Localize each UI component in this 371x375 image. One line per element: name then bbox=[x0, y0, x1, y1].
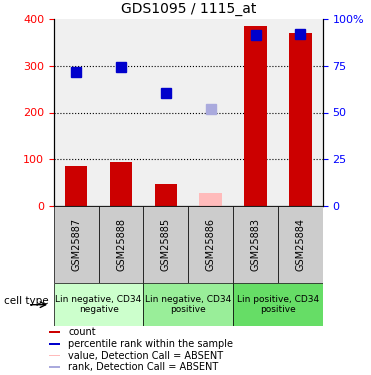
Bar bbox=[49, 343, 60, 345]
Bar bbox=[233, 283, 323, 326]
Bar bbox=[200, 193, 222, 206]
Bar bbox=[110, 162, 132, 206]
Text: rank, Detection Call = ABSENT: rank, Detection Call = ABSENT bbox=[69, 362, 219, 372]
Bar bbox=[65, 166, 88, 206]
Text: GSM25887: GSM25887 bbox=[71, 218, 81, 271]
Bar bbox=[289, 33, 312, 206]
Text: cell type: cell type bbox=[4, 296, 48, 306]
Bar bbox=[155, 184, 177, 206]
Bar bbox=[233, 206, 278, 283]
Text: Lin negative, CD34
positive: Lin negative, CD34 positive bbox=[145, 295, 232, 314]
Bar bbox=[244, 26, 267, 206]
Text: GSM25884: GSM25884 bbox=[295, 218, 305, 271]
Bar bbox=[54, 283, 144, 326]
Text: value, Detection Call = ABSENT: value, Detection Call = ABSENT bbox=[69, 351, 224, 360]
Text: GSM25883: GSM25883 bbox=[250, 218, 260, 271]
Text: GSM25888: GSM25888 bbox=[116, 218, 126, 271]
Bar bbox=[99, 206, 144, 283]
Bar bbox=[144, 283, 233, 326]
Bar bbox=[49, 331, 60, 333]
Bar bbox=[144, 206, 188, 283]
Bar bbox=[49, 366, 60, 368]
Text: Lin negative, CD34
negative: Lin negative, CD34 negative bbox=[56, 295, 142, 314]
Bar bbox=[188, 206, 233, 283]
Title: GDS1095 / 1115_at: GDS1095 / 1115_at bbox=[121, 2, 256, 16]
Text: GSM25885: GSM25885 bbox=[161, 218, 171, 271]
Bar bbox=[54, 206, 99, 283]
Text: percentile rank within the sample: percentile rank within the sample bbox=[69, 339, 233, 349]
Text: GSM25886: GSM25886 bbox=[206, 218, 216, 271]
Bar bbox=[278, 206, 323, 283]
Text: count: count bbox=[69, 327, 96, 337]
Text: Lin positive, CD34
positive: Lin positive, CD34 positive bbox=[237, 295, 319, 314]
Bar bbox=[49, 355, 60, 357]
